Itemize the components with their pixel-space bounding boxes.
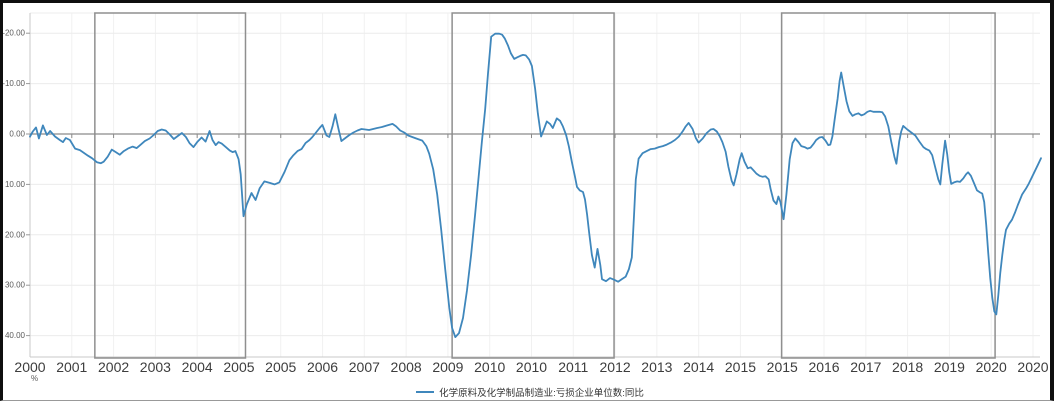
x-tick-label: 2016 bbox=[808, 359, 839, 375]
legend-label: 化学原料及化学制品制造业:亏损企业单位数:同比 bbox=[439, 388, 644, 399]
legend-item-series[interactable]: 化学原料及化学制品制造业:亏损企业单位数:同比 bbox=[416, 385, 644, 399]
y-tick-label: -10.00 bbox=[2, 79, 25, 88]
x-tick-label: 2010 bbox=[516, 359, 547, 375]
x-tick-label: 2015 bbox=[725, 359, 756, 375]
y-tick-label: -20.00 bbox=[2, 29, 25, 38]
x-tick-label: 2020 bbox=[1017, 359, 1048, 375]
x-tick-label: 2003 bbox=[140, 359, 171, 375]
y-tick-label: 30.00 bbox=[5, 281, 26, 290]
highlight-box bbox=[94, 12, 247, 359]
x-tick-label: 2020 bbox=[976, 359, 1007, 375]
x-tick-label: 2005 bbox=[265, 359, 296, 375]
x-tick-label: 2005 bbox=[223, 359, 254, 375]
x-tick-label: 2010 bbox=[474, 359, 505, 375]
highlight-box bbox=[780, 12, 996, 359]
x-tick-label: 2002 bbox=[98, 359, 129, 375]
x-tick-label: 2017 bbox=[850, 359, 881, 375]
x-tick-label: 2018 bbox=[892, 359, 923, 375]
x-tick-label: 2008 bbox=[391, 359, 422, 375]
x-tick-label: 2014 bbox=[683, 359, 714, 375]
x-tick-label: 2019 bbox=[934, 359, 965, 375]
series-line bbox=[29, 32, 1042, 339]
x-tick-label: 2001 bbox=[56, 359, 87, 375]
highlight-box bbox=[451, 12, 615, 359]
x-tick-label: 2012 bbox=[600, 359, 631, 375]
x-tick-label: 2000 bbox=[14, 359, 45, 375]
y-tick-label: 40.00 bbox=[5, 331, 26, 340]
y-tick-label: 0.00 bbox=[9, 130, 25, 139]
y-tick-label: 20.00 bbox=[5, 230, 26, 239]
x-tick-label: 2007 bbox=[349, 359, 380, 375]
x-tick-label: 2006 bbox=[307, 359, 338, 375]
x-tick-label: 2013 bbox=[641, 359, 672, 375]
y-axis-unit-label: % bbox=[31, 374, 39, 383]
x-tick-label: 2015 bbox=[767, 359, 798, 375]
legend-line-swatch bbox=[416, 391, 435, 393]
y-tick-label: 10.00 bbox=[5, 180, 26, 189]
x-tick-label: 2009 bbox=[432, 359, 463, 375]
x-tick-label: 2011 bbox=[558, 359, 588, 375]
x-tick-label: 2004 bbox=[182, 359, 213, 375]
legend: 化学原料及化学制品制造业:亏损企业单位数:同比 bbox=[0, 385, 1060, 399]
